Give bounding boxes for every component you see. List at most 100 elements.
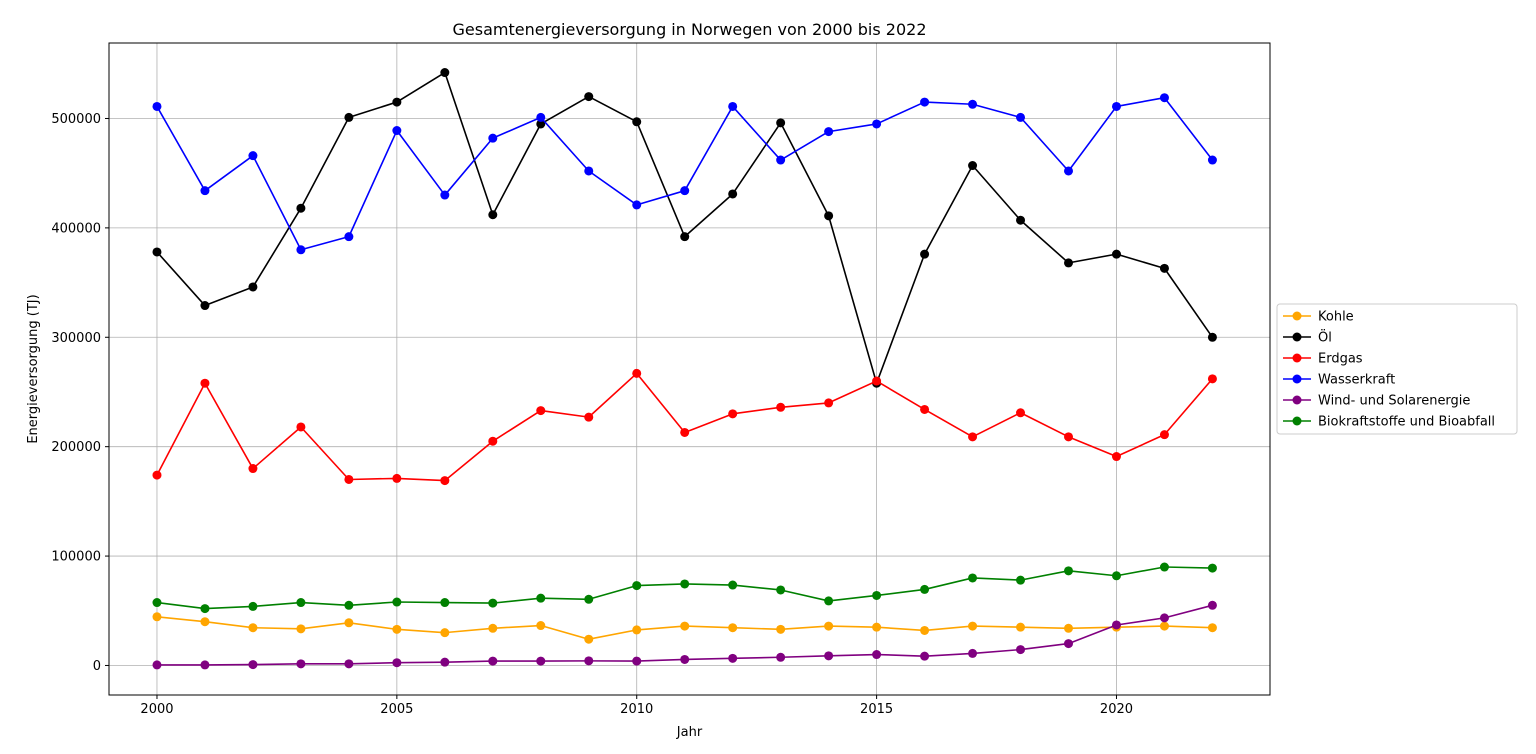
data-point (296, 203, 306, 213)
legend-marker (1292, 374, 1302, 384)
data-point (632, 581, 642, 591)
data-point (776, 624, 786, 634)
data-point (536, 406, 546, 416)
data-point (200, 186, 210, 196)
data-point (1064, 639, 1074, 649)
data-point (248, 601, 258, 611)
data-point (824, 621, 834, 631)
legend-entry: Erdgas (1283, 352, 1363, 367)
data-point (296, 598, 306, 608)
data-point (152, 612, 162, 622)
data-point (344, 474, 354, 484)
legend-marker (1292, 395, 1302, 405)
data-point (1159, 613, 1169, 623)
data-point (584, 412, 594, 422)
data-point (632, 368, 642, 378)
data-point (920, 249, 930, 259)
data-point (872, 119, 882, 129)
data-point (440, 190, 450, 200)
data-point (776, 155, 786, 165)
data-point (1159, 263, 1169, 273)
data-point (248, 623, 258, 633)
data-point (1016, 408, 1026, 418)
data-point (152, 247, 162, 257)
data-point (1016, 622, 1026, 632)
data-point (248, 660, 258, 670)
data-point (1207, 623, 1217, 633)
data-point (728, 101, 738, 111)
series-line (156, 372, 1214, 482)
data-point (1207, 374, 1217, 384)
data-point (1159, 621, 1169, 631)
legend-entry: Wind- und Solarenergie (1283, 394, 1470, 409)
data-point (488, 436, 498, 446)
data-point (584, 166, 594, 176)
data-point (440, 476, 450, 486)
data-point (1207, 600, 1217, 610)
y-tick-label: 400000 (51, 221, 101, 236)
y-tick-label: 300000 (51, 331, 101, 346)
data-point (584, 594, 594, 604)
legend-box (1276, 303, 1518, 435)
series-0 (152, 612, 1217, 644)
data-point (1064, 566, 1074, 576)
legend-entry: Wasserkraft (1283, 373, 1395, 388)
data-point (584, 656, 594, 666)
data-point (920, 97, 930, 107)
y-tick-label: 0 (93, 659, 101, 674)
data-point (776, 402, 786, 412)
data-point (584, 634, 594, 644)
legend-marker (1292, 332, 1302, 342)
data-point (1016, 645, 1026, 655)
data-point (680, 579, 690, 589)
data-point (728, 623, 738, 633)
data-point (248, 282, 258, 292)
data-point (1207, 563, 1217, 573)
data-point (488, 210, 498, 220)
data-point (392, 97, 402, 107)
legend-label: Öl (1318, 329, 1332, 346)
data-point (1159, 430, 1169, 440)
data-point (1111, 101, 1121, 111)
data-point (440, 68, 450, 78)
x-tick-label: 2020 (1100, 702, 1133, 717)
legend-marker (1292, 311, 1302, 321)
data-point (824, 651, 834, 661)
data-point (488, 133, 498, 143)
data-point (152, 101, 162, 111)
legend-label: Wind- und Solarenergie (1318, 394, 1470, 409)
data-point (392, 624, 402, 634)
data-point (680, 232, 690, 242)
x-tick-label: 2015 (860, 702, 893, 717)
data-point (200, 660, 210, 670)
data-point (344, 112, 354, 122)
data-point (776, 118, 786, 128)
data-point (248, 151, 258, 161)
data-point (824, 596, 834, 606)
data-point (536, 593, 546, 603)
data-point (440, 657, 450, 667)
data-point (200, 378, 210, 388)
data-point (968, 573, 978, 583)
data-point (296, 422, 306, 432)
data-point (824, 398, 834, 408)
data-point (872, 622, 882, 632)
data-point (1207, 155, 1217, 165)
x-tick-label: 2010 (620, 702, 653, 717)
data-point (344, 659, 354, 669)
data-point (248, 464, 258, 474)
data-point (1159, 562, 1169, 572)
data-point (392, 597, 402, 607)
legend-label: Kohle (1318, 310, 1354, 325)
data-point (632, 200, 642, 210)
legend-label: Wasserkraft (1318, 373, 1395, 388)
data-point (968, 432, 978, 442)
legend-entry: Biokraftstoffe und Bioabfall (1283, 415, 1495, 430)
data-point (1064, 258, 1074, 268)
data-point (488, 623, 498, 633)
data-point (536, 656, 546, 666)
data-point (872, 376, 882, 386)
data-point (968, 161, 978, 171)
x-tick-label: 2005 (380, 702, 413, 717)
